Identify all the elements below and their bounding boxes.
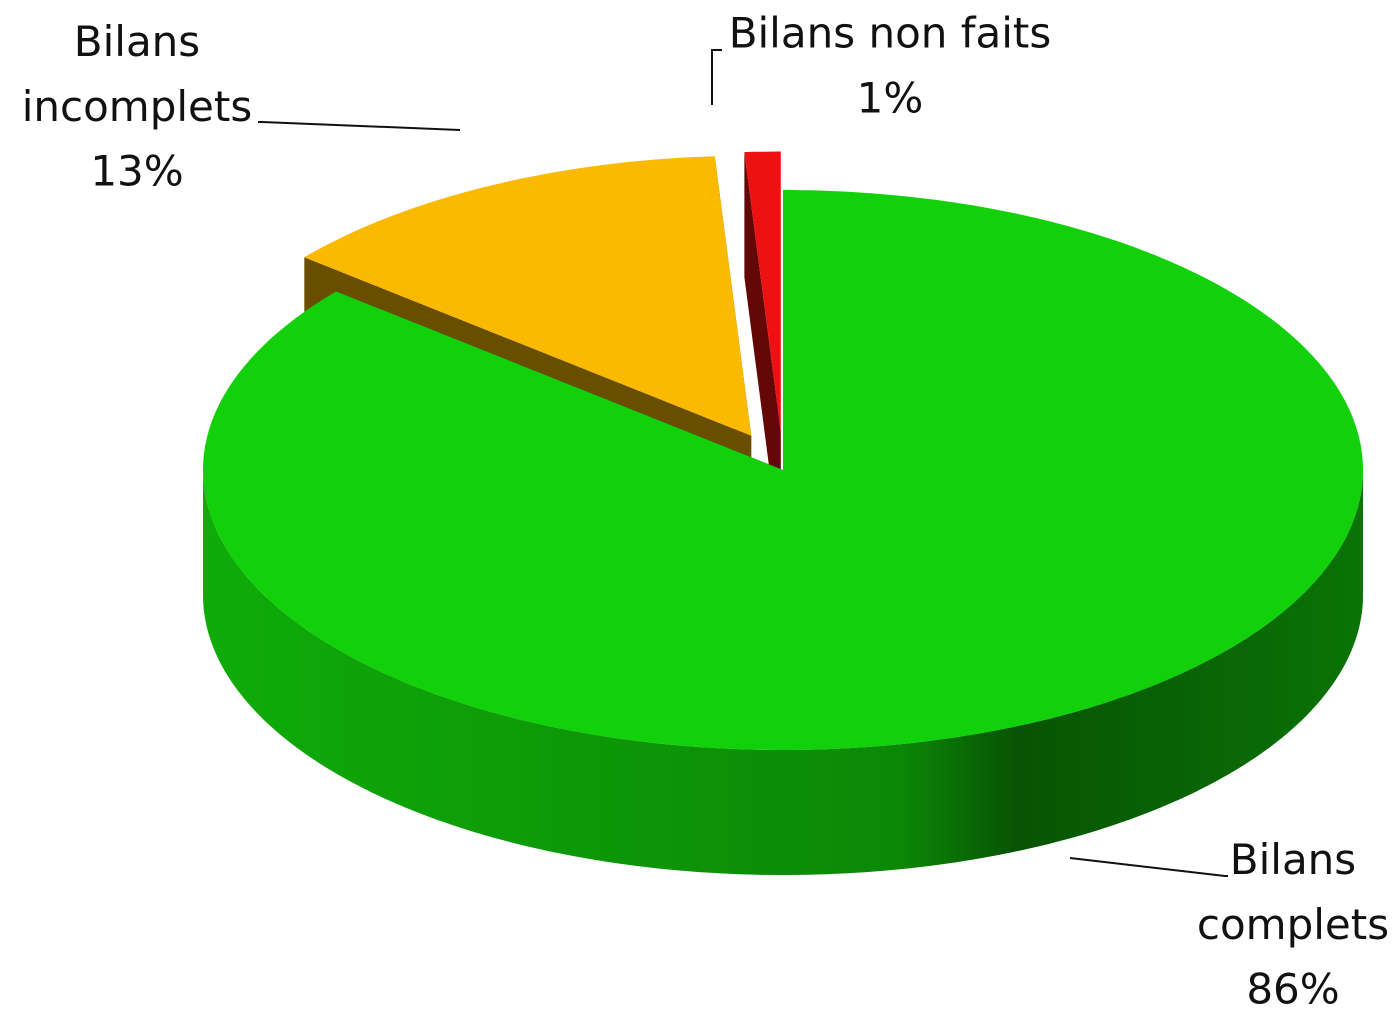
slice-rim-shade bbox=[203, 470, 1363, 875]
label-line: Bilans bbox=[1230, 835, 1356, 884]
label-line: incomplets bbox=[22, 82, 253, 131]
leader-line bbox=[258, 121, 461, 131]
data-label: 86% bbox=[1246, 965, 1339, 1014]
data-label: 1% bbox=[857, 74, 924, 123]
data-label-name: Bilans non faits bbox=[729, 9, 1052, 58]
slice-side bbox=[744, 152, 781, 557]
slice bbox=[304, 156, 752, 436]
label-line: Bilans bbox=[74, 17, 200, 66]
slice bbox=[203, 190, 1363, 750]
data-label-name: Bilans complets bbox=[1197, 835, 1389, 949]
slice bbox=[744, 151, 781, 432]
leader-line bbox=[711, 49, 722, 105]
data-label: 13% bbox=[90, 147, 183, 196]
label-line: complets bbox=[1197, 900, 1389, 949]
leader-line bbox=[1069, 857, 1228, 877]
data-label-name: Bilans incomplets bbox=[22, 17, 253, 131]
